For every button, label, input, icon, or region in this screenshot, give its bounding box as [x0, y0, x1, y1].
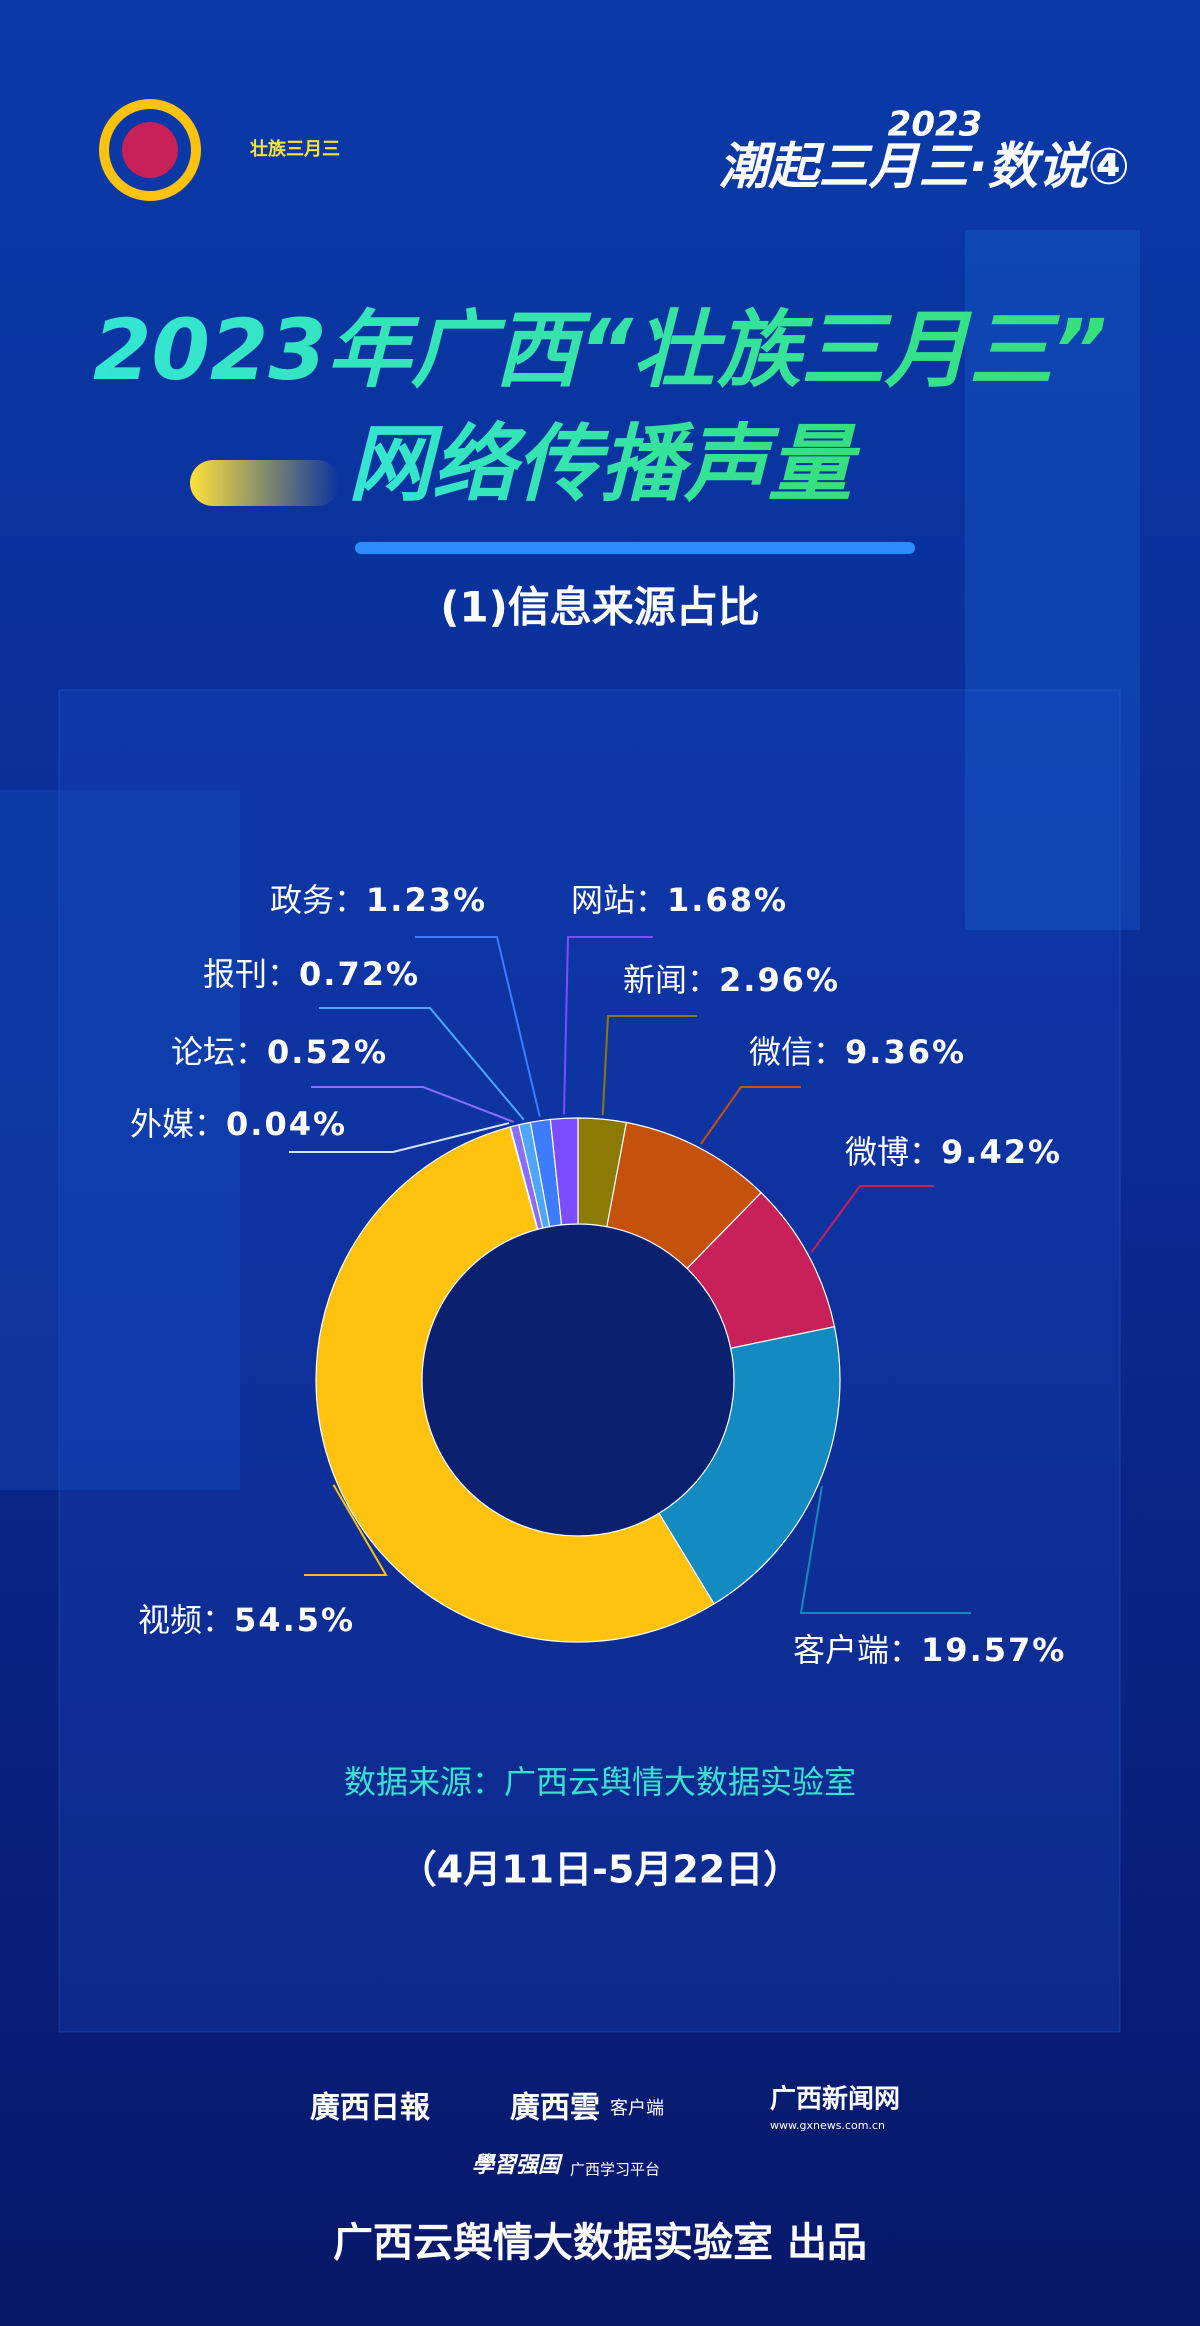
logo — [122, 122, 178, 178]
category-label: 政务 — [270, 881, 334, 919]
value-label: 1.68% — [667, 881, 788, 919]
donut-hole — [423, 1225, 733, 1535]
category-label: 微信 — [749, 1033, 813, 1071]
value-label: 2.96% — [719, 961, 840, 999]
label-separator: ： — [235, 1033, 267, 1071]
label-separator: ： — [202, 1601, 234, 1639]
title-bar-deco — [190, 460, 340, 506]
value-label: 54.5% — [234, 1601, 355, 1639]
data-label: 政务：1.23% — [270, 881, 487, 919]
source: 数据来源：广西云舆情大数据实验室 — [344, 1763, 856, 1801]
data-label: 新闻：2.96% — [623, 961, 840, 999]
value-label: 19.57% — [921, 1631, 1066, 1669]
logo-text: 壮族三月三 — [250, 138, 340, 160]
leader-line — [601, 1015, 697, 1116]
data-label: 微博：9.42% — [845, 1133, 1062, 1171]
value-label: 9.36% — [845, 1033, 966, 1071]
header-year: 2023 — [888, 105, 983, 145]
value-label: 9.42% — [941, 1133, 1062, 1171]
leader-line — [319, 1007, 525, 1121]
category-label: 报刊 — [203, 955, 267, 993]
donut-slice — [658, 1326, 841, 1605]
logo-text: 广西新闻网 — [770, 2084, 900, 2115]
value-label: 0.04% — [226, 1105, 347, 1143]
label-separator: ： — [889, 1631, 921, 1669]
logo-text: 广西学习平台 — [570, 2161, 660, 2179]
logo-text: 廣西日報 — [310, 2091, 431, 2126]
category-label: 外媒 — [130, 1105, 194, 1143]
chart-subtitle: (1)信息来源占比 — [440, 583, 760, 632]
leader-line — [562, 936, 653, 1115]
donut-chart: 新闻：2.96%微信：9.36%微博：9.42%客户端：19.57%视频：54.… — [130, 881, 1066, 1669]
leader-line — [799, 1485, 971, 1614]
leader-line — [810, 1185, 934, 1253]
label-separator: ： — [687, 961, 719, 999]
category-label: 新闻 — [623, 961, 687, 999]
data-label: 视频：54.5% — [138, 1601, 355, 1639]
label-separator: ： — [909, 1133, 941, 1171]
leader-line — [311, 1086, 514, 1123]
subtitle-bar-deco — [355, 542, 915, 554]
category-label: 网站 — [571, 881, 635, 919]
header-series: 潮起三月三·数说④ — [719, 138, 1130, 196]
building-deco — [0, 790, 240, 1490]
value-label: 1.23% — [366, 881, 487, 919]
logo-text: www.gxnews.com.cn — [770, 2119, 885, 2132]
leader-line — [289, 1122, 510, 1153]
chart-title: 2023年广西“壮族三月三” — [93, 301, 1107, 399]
label-separator: ： — [635, 881, 667, 919]
logo — [99, 99, 201, 201]
data-label: 网站：1.68% — [571, 881, 788, 919]
donut-slice — [315, 1126, 715, 1643]
label-separator: ： — [267, 955, 299, 993]
chart-title: 网络传播声量 — [348, 415, 861, 513]
category-label: 视频 — [138, 1601, 202, 1639]
data-label: 外媒：0.04% — [130, 1105, 347, 1143]
category-label: 论坛 — [171, 1033, 235, 1071]
leader-line — [415, 936, 541, 1117]
logo-text: 學習强国 — [472, 2153, 563, 2178]
label-separator: ： — [334, 881, 366, 919]
category-label: 客户端 — [793, 1631, 889, 1669]
logo-text: 廣西雲 — [510, 2091, 600, 2126]
date-range: （4月11日-5月22日） — [399, 1848, 801, 1892]
value-label: 0.52% — [267, 1033, 388, 1071]
leader-line — [304, 1484, 388, 1576]
data-label: 报刊：0.72% — [203, 955, 420, 993]
building-deco — [965, 230, 1140, 930]
leader-line — [700, 1086, 801, 1145]
category-label: 微博 — [845, 1133, 909, 1171]
value-label: 0.72% — [299, 955, 420, 993]
data-label: 客户端：19.57% — [793, 1631, 1066, 1669]
label-separator: ： — [813, 1033, 845, 1071]
logo-text: 客户端 — [610, 2098, 664, 2119]
label-separator: ： — [194, 1105, 226, 1143]
data-label: 微信：9.36% — [749, 1033, 966, 1071]
data-label: 论坛：0.52% — [171, 1033, 388, 1071]
credit: 广西云舆情大数据实验室 出品 — [333, 2220, 867, 2266]
donut-slice — [549, 1117, 579, 1226]
